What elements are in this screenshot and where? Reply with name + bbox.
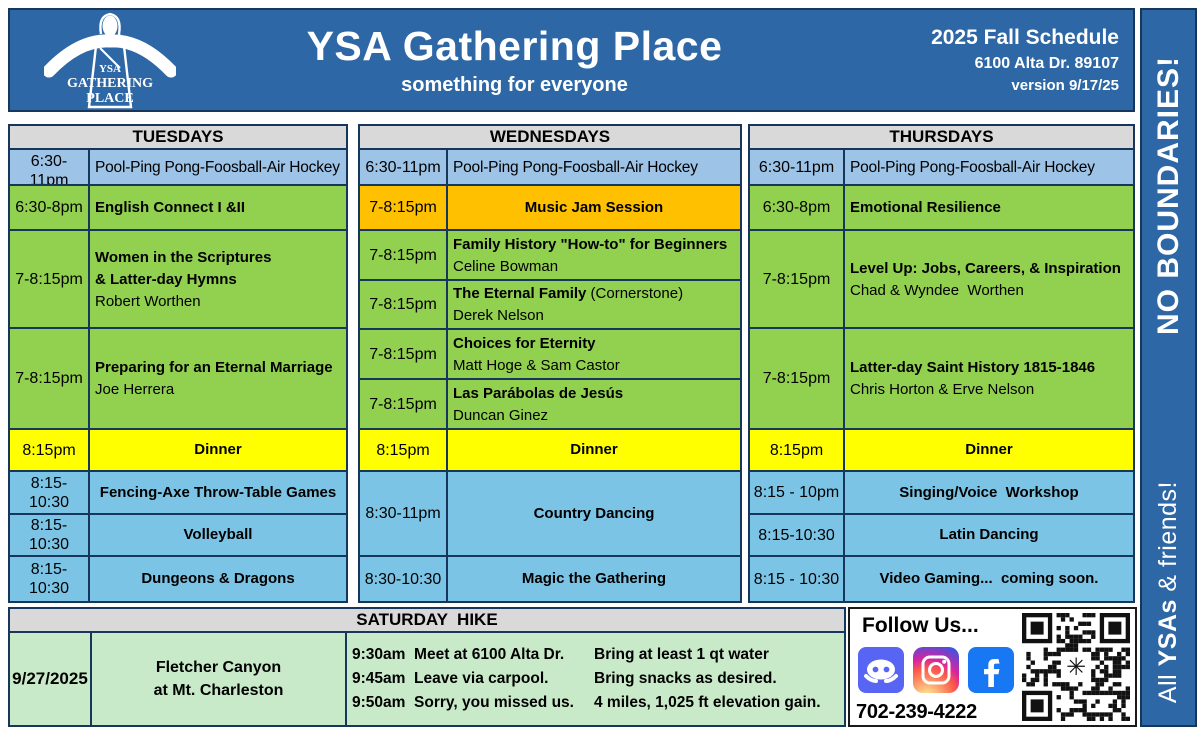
table-row: 8:15 - 10pm Singing/Voice Workshop — [750, 470, 1133, 513]
day-header-wednesdays: WEDNESDAYS — [360, 126, 740, 150]
version-label: version 9/17/25 — [1011, 77, 1119, 94]
discord-icon[interactable] — [858, 647, 904, 693]
logo: YSA GATHERING PLACE — [10, 10, 210, 110]
table-row: 8:15- 10:30 Dungeons & Dragons — [10, 555, 346, 601]
logo-text-ysa: YSA — [99, 63, 121, 75]
table-row: 8:15- 10:30 Fencing-Axe Throw-Table Game… — [10, 470, 346, 513]
phone-number: 702-239-4222 — [856, 701, 977, 723]
wednesday-table: WEDNESDAYS 6:30-11pm Pool-Ping Pong-Foos… — [358, 124, 742, 603]
header-bar: YSA GATHERING PLACE YSA Gathering Place … — [8, 8, 1135, 112]
table-row: 8:15pm Dinner — [360, 428, 740, 470]
hike-detail-line: 9:45am Leave via carpool. Bring snacks as… — [352, 670, 777, 687]
no-boundaries-text: NO BOUNDARIES! — [1151, 56, 1185, 336]
table-row: 7-8:15pm The Eternal Family (Cornerstone… — [360, 279, 740, 328]
hike-date: 9/27/2025 — [10, 633, 92, 725]
facebook-icon[interactable] — [968, 647, 1014, 693]
table-row: 7-8:15pm Latter-day Saint History 1815-1… — [750, 327, 1133, 428]
table-row: 6:30-8pm Emotional Resilience — [750, 184, 1133, 229]
instagram-icon[interactable] — [913, 647, 959, 693]
table-row: 7-8:15pm Preparing for an Eternal Marria… — [10, 327, 346, 428]
sidebar-banner: NO BOUNDARIES! All YSAs & friends! — [1140, 8, 1197, 727]
christ-open-arms-logo-graphic: YSA GATHERING PLACE — [44, 12, 176, 109]
table-row: 6:30-11pm Pool-Ping Pong-Foosball-Air Ho… — [360, 150, 740, 184]
follow-us-label: Follow Us... — [862, 614, 979, 637]
qr-code: ✳ — [1022, 613, 1130, 721]
page-subtitle: something for everyone — [401, 73, 628, 96]
hike-location: Fletcher Canyon at Mt. Charleston — [92, 633, 347, 725]
day-header-thursdays: THURSDAYS — [750, 126, 1133, 150]
day-header-tuesdays: TUESDAYS — [10, 126, 346, 150]
table-row: 7-8:15pm Family History "How-to" for Beg… — [360, 229, 740, 279]
table-row: 6:30-8pm English Connect I &II — [10, 184, 346, 229]
table-row: 8:15pm Dinner — [750, 428, 1133, 470]
table-row: 7-8:15pm Choices for Eternity Matt Hoge &… — [360, 328, 740, 378]
table-row: 8:30-11pm Country Dancing — [360, 470, 740, 555]
address: 6100 Alta Dr. 89107 — [974, 55, 1119, 72]
saturday-header: SATURDAY HIKE — [10, 609, 844, 633]
table-row: 6:30- 11pm Pool-Ping Pong-Foosball-Air H… — [10, 150, 346, 184]
logo-text-place: PLACE — [86, 91, 133, 106]
table-row: 7-8:15pm Women in the Scriptures & Latte… — [10, 229, 346, 327]
table-row: 7-8:15pm Las Parábolas de Jesús Duncan Gi… — [360, 378, 740, 428]
table-row: 8:15 - 10:30 Video Gaming... coming soon… — [750, 555, 1133, 601]
table-row: 8:15-10:30 Latin Dancing — [750, 513, 1133, 555]
table-row: 7-8:15pm Music Jam Session — [360, 184, 740, 229]
saturday-hike-table: SATURDAY HIKE 9/27/2025 Fletcher Canyon … — [8, 607, 846, 727]
thursday-table: THURSDAYS 6:30-11pm Pool-Ping Pong-Foosb… — [748, 124, 1135, 603]
logo-text-gathering: GATHERING — [67, 76, 153, 91]
follow-us-panel: Follow Us... — [848, 607, 1137, 727]
table-row: 6:30-11pm Pool-Ping Pong-Foosball-Air Ho… — [750, 150, 1133, 184]
table-row: 8:30-10:30 Magic the Gathering — [360, 555, 740, 601]
schedule-title: 2025 Fall Schedule — [931, 26, 1119, 49]
table-row: 8:15- 10:30 Volleyball — [10, 513, 346, 555]
qr-center-logo: ✳ — [1061, 652, 1091, 682]
hike-detail-line: 9:30am Meet at 6100 Alta Dr. Bring at lea… — [352, 646, 769, 663]
hike-detail-line: 9:50am Sorry, you missed us. 4 miles, 1,0… — [352, 694, 821, 711]
table-row: 8:15pm Dinner — [10, 428, 346, 470]
table-row: 7-8:15pm Level Up: Jobs, Careers, & Insp… — [750, 229, 1133, 327]
page-title: YSA Gathering Place — [306, 22, 723, 69]
hike-details: 9:30am Meet at 6100 Alta Dr. Bring at lea… — [347, 633, 844, 725]
tuesday-table: TUESDAYS 6:30- 11pm Pool-Ping Pong-Foosb… — [8, 124, 348, 603]
all-ysas-text: All YSAs & friends! — [1154, 480, 1182, 703]
